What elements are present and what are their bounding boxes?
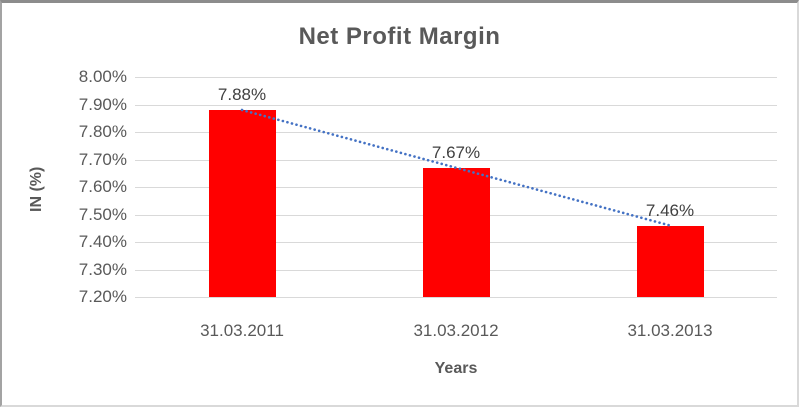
bar-31.03.2011 xyxy=(208,110,276,297)
y-axis-tick-label: 7.40% xyxy=(78,232,127,251)
y-axis-tick-label: 7.80% xyxy=(78,122,127,141)
bar-31.03.2012 xyxy=(422,167,490,297)
gridline xyxy=(135,104,777,106)
y-axis-tick-label: 7.50% xyxy=(78,204,127,224)
y-axis-tick-label: 7.90% xyxy=(78,94,127,114)
y-axis-title: IN (%) xyxy=(28,166,45,212)
gridline xyxy=(135,77,777,78)
data-label: 7.88% xyxy=(217,85,267,104)
plot-area xyxy=(135,77,777,298)
chart-title: Net Profit Margin xyxy=(298,23,501,50)
gridline xyxy=(135,297,777,298)
x-axis-tick-label: 31.03.2011 xyxy=(200,321,284,340)
bar-31.03.2013 xyxy=(636,225,704,297)
y-axis-tick-label: 7.20% xyxy=(78,287,127,306)
data-label: 7.46% xyxy=(645,200,695,220)
data-label: 7.67% xyxy=(431,142,481,162)
y-axis-tick-label: 8.00% xyxy=(78,67,127,86)
x-axis-tick-label: 31.03.2013 xyxy=(627,321,713,340)
y-axis-tick-label: 7.30% xyxy=(78,259,127,279)
x-axis-title: Years xyxy=(434,360,478,377)
y-axis-tick-label: 7.70% xyxy=(78,149,127,169)
x-axis-tick-label: 31.03.2012 xyxy=(413,321,499,340)
y-axis-tick-label: 7.60% xyxy=(78,177,127,196)
